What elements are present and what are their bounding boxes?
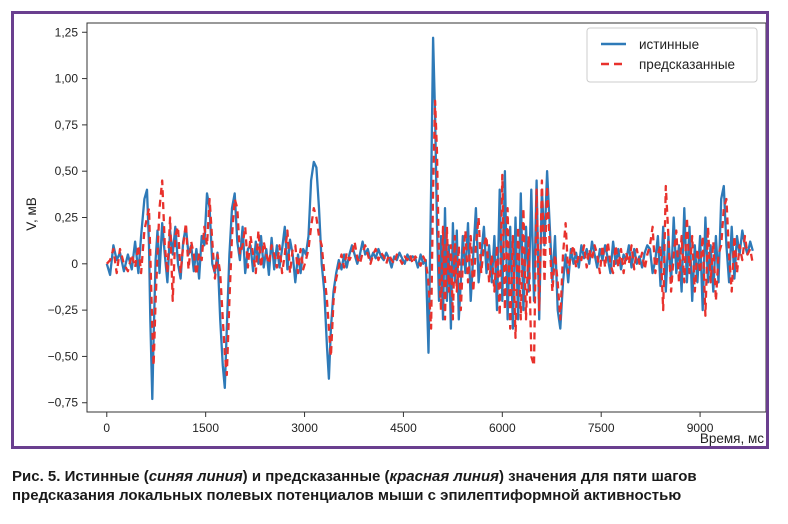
y-tick-label: 1,25 bbox=[55, 25, 79, 39]
legend-label-true: истинные bbox=[639, 37, 699, 52]
y-tick-label: −0,25 bbox=[48, 303, 79, 317]
y-tick-label: 0,75 bbox=[55, 118, 79, 132]
x-tick-label: 7500 bbox=[588, 421, 615, 435]
y-axis-label: V, мВ bbox=[24, 197, 39, 231]
legend-box bbox=[586, 27, 758, 83]
x-tick-label: 1500 bbox=[192, 421, 219, 435]
y-tick-label: 0 bbox=[71, 257, 78, 271]
legend-label-pred: предсказанные bbox=[639, 57, 735, 72]
legend: истинные предсказанные bbox=[586, 27, 758, 83]
y-tick-label: 0,25 bbox=[55, 211, 79, 225]
x-axis-label: Время, мс bbox=[700, 431, 764, 446]
x-tick-label: 4500 bbox=[390, 421, 417, 435]
line-chart: 0 1500 3000 4500 6000 7500 9000 1,25 1,00 0,75 0,… bbox=[24, 22, 766, 446]
caption-suffix: ) значения для пяти шагов предсказания л… bbox=[12, 468, 697, 504]
y-tick-label: −0,75 bbox=[48, 396, 79, 410]
y-axis: 1,25 1,00 0,75 0,50 0,25 0 −0,25 −0,50 −0,75 bbox=[48, 25, 87, 410]
y-tick-label: 1,00 bbox=[55, 72, 79, 86]
caption-prefix: Рис. 5. Истинные ( bbox=[12, 468, 149, 485]
caption-italic-red: красная линия bbox=[389, 468, 499, 485]
x-tick-label: 0 bbox=[103, 421, 110, 435]
x-tick-label: 9000 bbox=[687, 421, 714, 435]
x-axis: 0 1500 3000 4500 6000 7500 9000 bbox=[103, 412, 714, 435]
series-line-pred bbox=[105, 99, 754, 377]
figure-frame: 0 1500 3000 4500 6000 7500 9000 1,25 1,00 0,75 0,… bbox=[11, 11, 769, 449]
plot-frame bbox=[86, 22, 766, 413]
series-layer bbox=[105, 36, 754, 401]
y-tick-label: −0,50 bbox=[48, 349, 79, 363]
caption-italic-blue: синяя линия bbox=[148, 468, 243, 485]
plot-area bbox=[86, 22, 766, 413]
figure-caption: Рис. 5. Истинные (синяя линия) и предска… bbox=[12, 467, 778, 505]
x-tick-label: 6000 bbox=[489, 421, 516, 435]
caption-middle: ) и предсказанные ( bbox=[242, 468, 390, 485]
y-tick-label: 0,50 bbox=[55, 164, 79, 178]
x-tick-label: 3000 bbox=[291, 421, 318, 435]
